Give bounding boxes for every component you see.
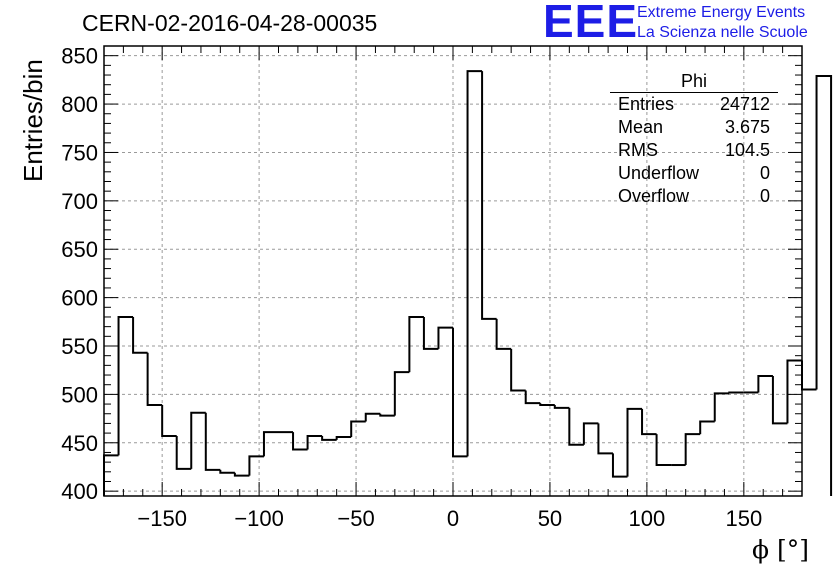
histogram-bin — [466, 70, 483, 457]
stats-row-overflow: Overflow 0 — [610, 185, 780, 208]
stats-row-value: 104.5 — [724, 140, 770, 160]
histogram-bin — [175, 436, 192, 470]
histogram-bin — [597, 423, 613, 455]
stats-row-label: Overflow — [618, 186, 690, 206]
histogram-bin — [350, 420, 366, 437]
y-tick-label: 450 — [61, 431, 98, 456]
stats-row-underflow: Underflow 0 — [610, 162, 780, 185]
y-tick-label: 750 — [61, 140, 98, 165]
histogram-bin — [117, 315, 134, 456]
x-tick-label: 0 — [447, 506, 459, 531]
histogram-bin — [219, 469, 235, 474]
y-tick-label: 650 — [61, 237, 98, 262]
histogram-bin — [771, 376, 788, 425]
histogram-bin — [103, 454, 119, 496]
histogram-bin — [539, 403, 555, 407]
histogram-bin — [262, 431, 279, 457]
histogram-bin — [611, 453, 628, 478]
histogram-bin — [248, 455, 264, 476]
histogram-bin — [655, 434, 672, 467]
histogram-bin — [524, 390, 541, 405]
y-tick-label: 600 — [61, 286, 98, 311]
x-tick-label: −150 — [137, 506, 187, 531]
histogram-bin — [641, 408, 657, 436]
y-tick-label: 500 — [61, 382, 98, 407]
stats-row-rms: RMS 104.5 — [610, 139, 780, 162]
stats-row-value: 0 — [759, 186, 770, 206]
histogram-bin — [335, 435, 352, 440]
stats-row-label: Mean — [618, 117, 664, 137]
eee-logo-line1: Extreme Energy Events — [637, 4, 806, 21]
histogram-bin — [146, 352, 163, 407]
histogram-bin — [568, 407, 584, 446]
histogram-bin — [292, 432, 308, 451]
histogram-bin — [728, 391, 744, 394]
histogram-bin — [510, 348, 526, 392]
y-tick-label: 850 — [61, 44, 98, 69]
stats-row-label: Underflow — [618, 163, 700, 183]
histogram-bin — [452, 327, 468, 458]
histogram-bin — [626, 407, 643, 477]
histogram-bin — [684, 433, 701, 466]
x-tick-label: −100 — [234, 506, 284, 531]
x-tick-label: −50 — [337, 506, 374, 531]
histogram-bin — [190, 411, 206, 469]
histogram-bin — [306, 435, 323, 450]
stats-row-value: 0 — [759, 163, 770, 183]
histogram-bin — [161, 405, 177, 437]
histogram-bin — [801, 360, 817, 391]
x-tick-label: 150 — [725, 506, 762, 531]
stats-row-value: 3.675 — [724, 117, 770, 137]
histogram-bin — [481, 71, 497, 320]
stats-row-mean: Mean 3.675 — [610, 116, 780, 139]
chart-title: CERN-02-2016-04-28-00035 — [82, 10, 378, 36]
histogram-bin — [495, 318, 512, 350]
stats-row-entries: Entries 24712 — [610, 93, 780, 116]
histogram-bin — [699, 420, 715, 435]
stats-box-name: Phi — [610, 70, 778, 93]
histogram-bin — [321, 436, 337, 441]
histogram-bin — [393, 371, 410, 416]
histogram-bin — [233, 472, 250, 477]
x-tick-label: 100 — [629, 506, 666, 531]
y-tick-label: 400 — [61, 479, 98, 504]
histogram-bin — [132, 316, 148, 354]
histogram-bin — [786, 359, 802, 424]
x-tick-label: 50 — [538, 506, 562, 531]
histogram-bin — [815, 75, 833, 496]
stats-row-label: Entries — [618, 94, 675, 114]
y-tick-label: 700 — [61, 189, 98, 214]
histogram-bin — [553, 405, 570, 409]
eee-logo-line2: La Scienza nelle Scuole — [637, 24, 808, 41]
x-axis-label: ϕ [°] — [752, 535, 809, 564]
histogram-bin — [204, 412, 221, 471]
histogram-bin — [437, 326, 453, 349]
histogram-bin — [757, 375, 773, 393]
histogram-bin — [408, 315, 424, 373]
histogram-bin — [422, 316, 439, 350]
y-tick-label: 800 — [61, 92, 98, 117]
histogram-bin — [713, 392, 730, 422]
stats-box: Phi Entries 24712 Mean 3.675 RMS 104.5 Underfl… — [610, 70, 780, 208]
histogram-bin — [364, 412, 381, 422]
histogram-bin — [582, 422, 599, 445]
stats-row-label: RMS — [618, 140, 658, 160]
eee-logo-mark: EEE — [543, 0, 639, 47]
y-tick-label: 550 — [61, 334, 98, 359]
histogram-bin — [379, 413, 395, 417]
stats-row-value: 24712 — [719, 94, 770, 114]
